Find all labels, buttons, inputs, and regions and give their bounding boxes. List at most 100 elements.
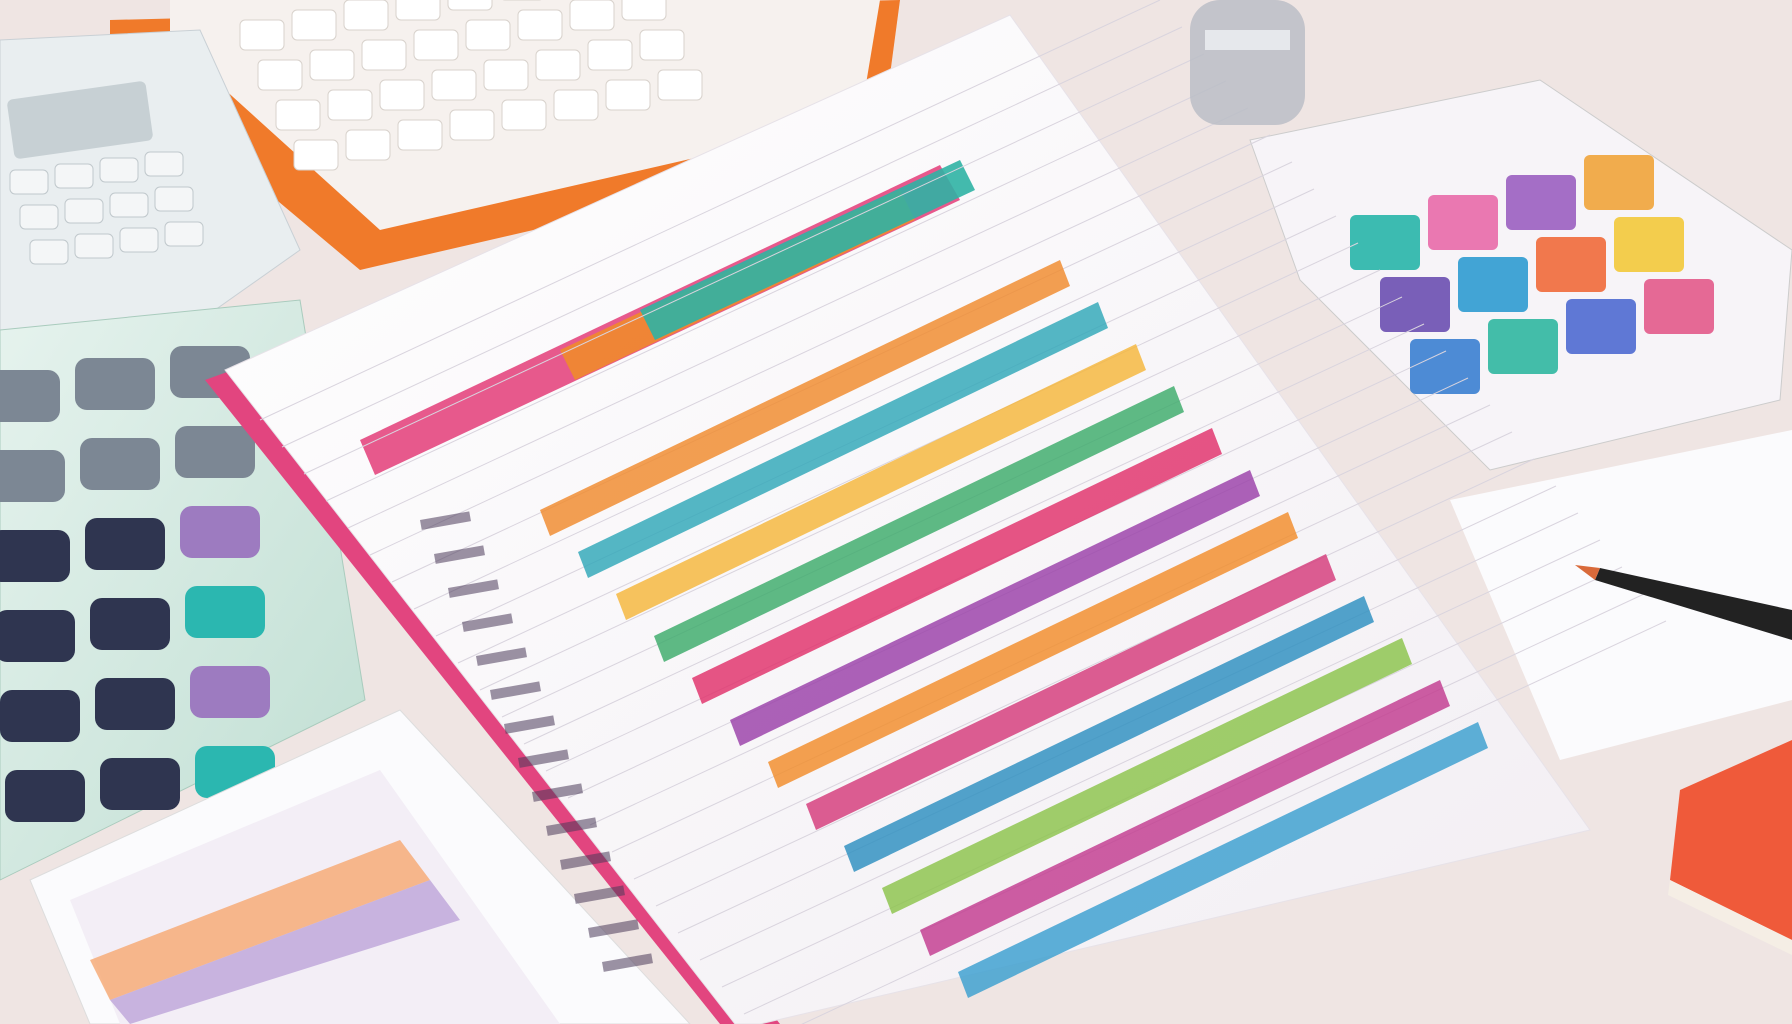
grid-line <box>259 0 1161 421</box>
row-label <box>434 545 485 564</box>
keyboard-key <box>553 89 599 121</box>
pen <box>1575 565 1792 640</box>
grid-line <box>479 269 1381 691</box>
calculator-key <box>180 506 260 558</box>
calculator-key <box>154 186 194 212</box>
calculator-key <box>0 370 60 422</box>
row-label <box>546 817 597 836</box>
row-label <box>517 749 569 768</box>
paper-right <box>1450 430 1792 760</box>
keyboard-key <box>657 69 703 101</box>
row-label <box>588 919 639 938</box>
grid-line <box>325 80 1227 502</box>
grid-line <box>457 242 1359 664</box>
row-label <box>448 579 499 598</box>
sticky-cube <box>1410 339 1480 394</box>
calculator-key <box>190 666 270 718</box>
color-band <box>692 428 1222 704</box>
row-label <box>420 511 471 530</box>
calculator-key <box>99 157 139 183</box>
grid-line <box>303 53 1205 475</box>
keyboard-key <box>605 79 651 111</box>
calculator-key <box>0 450 65 502</box>
calculator-key <box>5 770 85 822</box>
grid-line <box>347 107 1249 529</box>
calculator-key <box>95 678 175 730</box>
keyboard-key <box>501 99 547 131</box>
keyboard-key <box>431 69 477 101</box>
keyboard-key <box>361 39 407 71</box>
color-band <box>616 344 1146 620</box>
sticky-cube <box>1644 279 1714 334</box>
row-label <box>503 715 555 734</box>
keyboard-key <box>327 89 373 121</box>
color-band <box>578 302 1108 578</box>
keyboard-key <box>483 59 529 91</box>
grid-line <box>413 188 1315 610</box>
calculator-key <box>54 163 94 189</box>
grid-line <box>801 620 1667 1024</box>
color-band <box>730 470 1260 746</box>
color-band <box>844 596 1374 872</box>
sticky-cube <box>1458 257 1528 312</box>
calculator-key <box>85 518 165 570</box>
keyboard-key <box>343 0 389 31</box>
calculator-key <box>185 586 265 638</box>
row-label <box>559 851 611 870</box>
keyboard-key <box>569 0 615 31</box>
calculator-key <box>164 221 204 247</box>
color-band <box>920 680 1450 956</box>
keyboard-key <box>621 0 667 21</box>
sticky-cube <box>1566 299 1636 354</box>
keyboard-key <box>449 109 495 141</box>
color-band <box>654 386 1184 662</box>
calculator-key <box>119 227 159 253</box>
calculator-key <box>0 610 75 662</box>
color-band <box>768 512 1298 788</box>
keyboard-key <box>639 29 685 61</box>
keyboard-key <box>309 49 355 81</box>
keyboard-key <box>395 0 441 21</box>
keyboard-key <box>587 39 633 71</box>
row-label <box>476 647 527 666</box>
calculator-key <box>0 690 80 742</box>
calculator-key <box>175 426 255 478</box>
keyboard-key <box>535 49 581 81</box>
keyboard-key <box>465 19 511 51</box>
keyboard-key <box>239 19 285 51</box>
row-label <box>462 613 513 632</box>
keyboard-key <box>345 129 391 161</box>
keyboard-key <box>397 119 443 151</box>
book <box>1668 740 1792 955</box>
keyboard-key <box>291 9 337 41</box>
color-band <box>540 260 1070 536</box>
calculator-key <box>100 758 180 810</box>
sticky-cube <box>1428 195 1498 250</box>
keyboard-key <box>379 79 425 111</box>
spreadsheet-paper <box>224 0 1667 1024</box>
color-band <box>882 638 1412 914</box>
calculator-key <box>64 198 104 224</box>
row-label <box>532 783 583 802</box>
calculator-key <box>90 598 170 650</box>
row-label <box>602 953 653 972</box>
keyboard-key <box>257 59 303 91</box>
calculator-key <box>0 530 70 582</box>
paper-bottom-left <box>29 709 691 1024</box>
sticky-cube <box>1380 277 1450 332</box>
calculator-key <box>9 169 49 195</box>
calculator-key <box>80 438 160 490</box>
sticky-note-tray <box>1249 79 1792 471</box>
sticky-cube <box>1614 217 1684 272</box>
row-label <box>574 885 625 904</box>
color-band <box>958 722 1488 998</box>
grid-line <box>281 26 1183 448</box>
keyboard-key <box>293 139 339 171</box>
grid-line <box>655 485 1557 907</box>
sticky-cube <box>1350 215 1420 270</box>
keyboard-key <box>275 99 321 131</box>
calculator-key <box>29 239 69 265</box>
grid-line <box>633 458 1535 880</box>
calculator-key <box>144 151 184 177</box>
